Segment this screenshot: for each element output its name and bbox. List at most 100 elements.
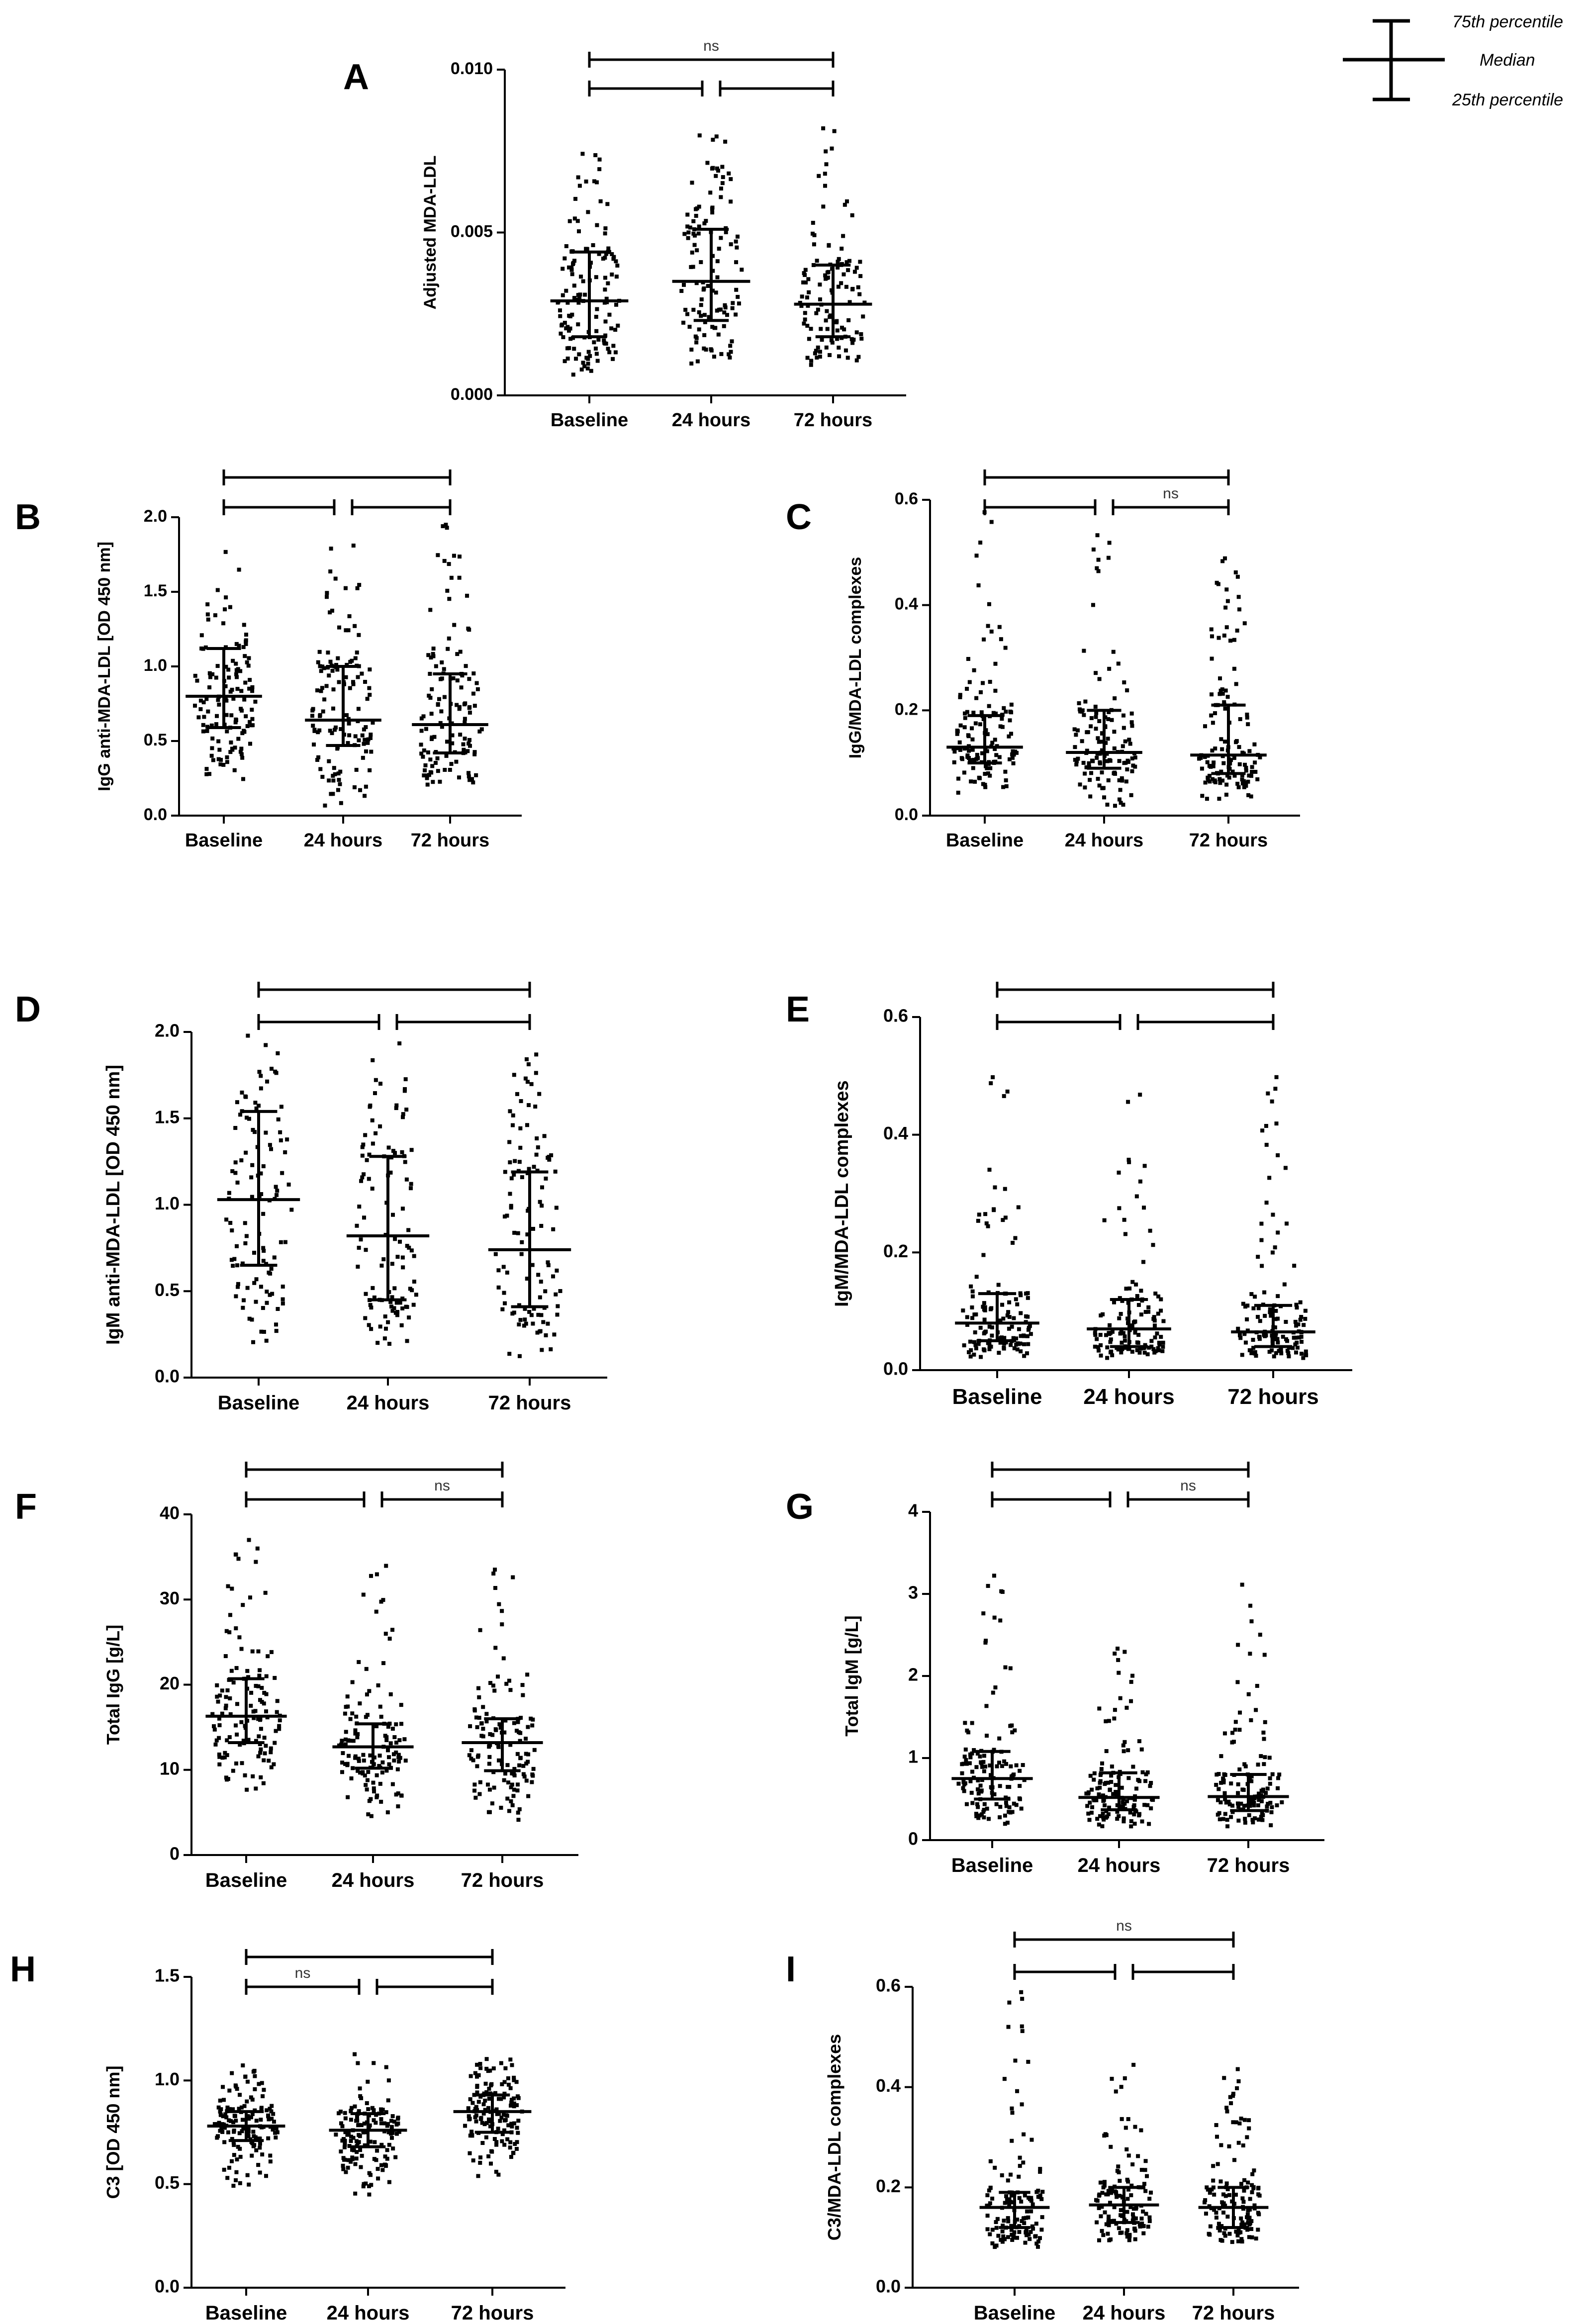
data-point [1017,1796,1022,1801]
data-point [1088,778,1092,782]
data-point [220,2122,225,2127]
data-point [1216,582,1220,586]
data-point [1095,566,1099,570]
data-point [1204,2212,1208,2216]
data-point [231,696,236,701]
data-point [1264,1142,1269,1147]
data-point [1231,2091,1235,2096]
data-point [1157,1340,1161,1345]
data-point [428,671,432,676]
data-point [374,2158,378,2162]
data-point [264,1130,268,1135]
data-point [247,1116,251,1121]
data-point [1275,1337,1280,1341]
data-point [1210,656,1214,661]
data-point [1007,1785,1012,1789]
series-baseline [207,2063,285,2188]
data-point [500,2132,505,2137]
data-point [511,1113,515,1117]
data-point [255,1546,260,1551]
data-point [1228,639,1233,643]
data-point [196,715,201,720]
data-point [357,1660,361,1664]
data-point [1017,2230,1022,2234]
data-point [1010,752,1015,756]
data-point [273,1069,278,1074]
data-point [1147,2197,1152,2201]
data-point [854,358,859,363]
series-baseline [955,1075,1039,1359]
data-point [1257,1798,1261,1802]
data-point [1237,1728,1242,1732]
data-point [967,1761,972,1766]
data-point [274,1322,279,1327]
data-point [1227,2231,1232,2236]
data-point [398,1239,402,1244]
data-point [1210,692,1214,697]
data-point [568,314,572,319]
data-point [477,1695,481,1699]
data-point [470,2101,475,2105]
data-point [252,1281,257,1285]
data-point [475,2090,479,2095]
data-point [237,567,241,572]
data-point [325,595,329,599]
data-point [235,687,240,691]
data-point [1105,1356,1110,1360]
data-point [1237,607,1241,612]
data-point [340,1761,345,1765]
data-point [339,2149,343,2154]
data-point [235,1180,240,1185]
data-point [357,1245,361,1250]
data-point [1096,777,1100,781]
data-point [980,1812,984,1817]
y-axis-label: IgM anti-MDA-LDL [OD 450 nm] [103,1065,124,1345]
data-point [471,1758,475,1763]
data-point [254,1560,258,1564]
x-tick-label: 72 hours [461,1869,544,1891]
data-point [260,1685,264,1690]
data-point [969,1284,973,1289]
data-point [988,680,992,684]
data-point [353,1754,358,1759]
data-point [467,2117,471,2122]
data-point [970,1721,974,1725]
data-point [964,1802,969,1806]
data-point [981,1304,985,1309]
data-point [237,2107,241,2111]
data-point [502,2142,507,2147]
data-point [259,1329,264,1334]
data-point [419,716,424,721]
data-point [1153,1292,1158,1296]
data-point [386,1320,390,1324]
data-point [828,313,833,318]
data-point [436,769,440,773]
data-point [1134,1194,1139,1199]
data-point [994,2220,998,2225]
data-point [1272,1354,1276,1359]
data-point [1235,781,1240,786]
data-point [962,725,967,730]
data-point [829,288,834,292]
data-point [540,1185,544,1190]
data-point [230,2137,234,2141]
data-point [1006,2216,1010,2221]
data-point [979,690,983,694]
data-point [1122,1749,1126,1754]
data-point [616,323,620,328]
data-point [1130,1673,1135,1678]
data-point [217,1716,221,1721]
bracket-label: ns [1180,1478,1196,1494]
data-point [576,229,581,234]
data-point [986,1583,990,1588]
data-point [1092,1771,1097,1775]
data-point [386,1145,391,1150]
data-point [246,663,251,668]
data-point [238,749,243,754]
data-point [475,2085,479,2089]
data-point [1006,1310,1011,1314]
data-point [1230,1803,1235,1808]
data-point [1118,1696,1122,1700]
data-point [487,1745,491,1749]
data-point [357,1205,362,1209]
